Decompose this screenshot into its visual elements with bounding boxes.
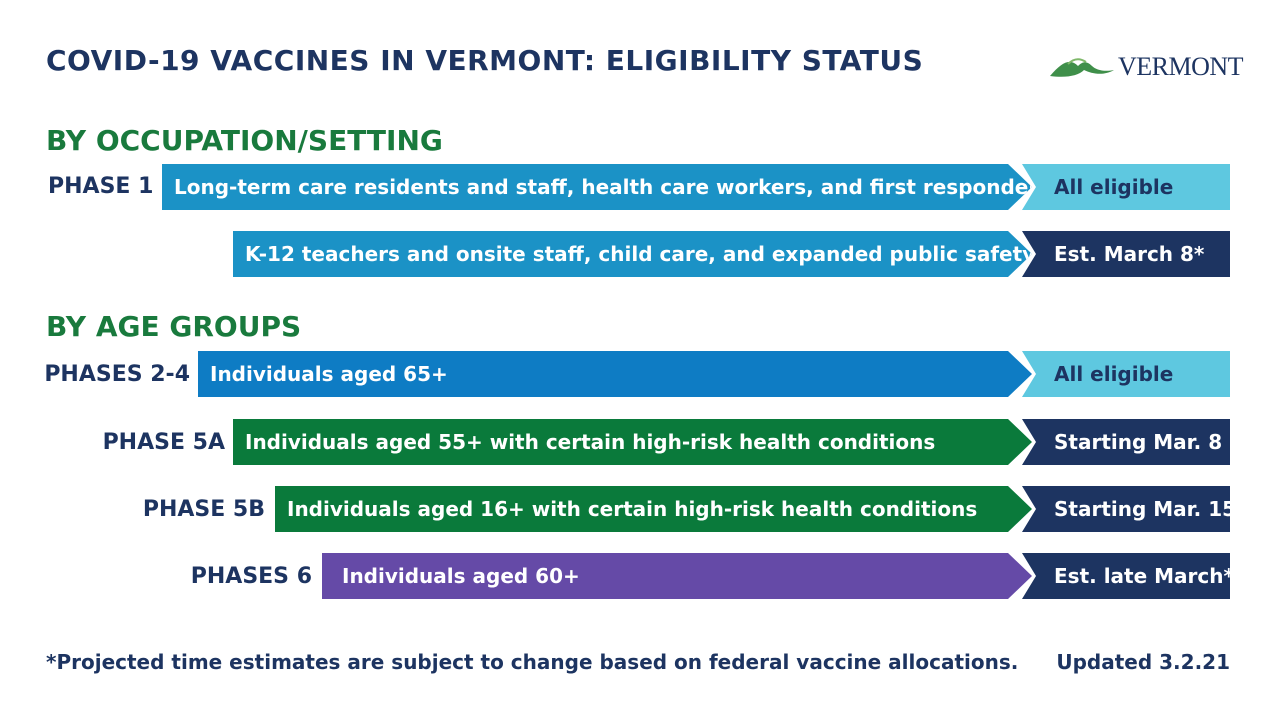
phase-label-5b: PHASE 5B	[142, 497, 265, 522]
phase-bar-4: Individuals aged 55+ with certain high-r…	[233, 419, 1032, 465]
phase-bar-1: Long-term care residents and staff, heal…	[162, 164, 1032, 210]
phase-bar-3: Individuals aged 65+	[198, 351, 1032, 397]
status-badge-5: Starting Mar. 15	[1022, 486, 1230, 532]
mountain-icon	[1050, 58, 1114, 77]
section-heading-occupation: BY OCCUPATION/SETTING	[46, 124, 443, 157]
phase-bar-2: K-12 teachers and onsite staff, child ca…	[233, 231, 1032, 277]
phase-bar-text: K-12 teachers and onsite staff, child ca…	[245, 242, 1036, 266]
vermont-logo: VERMONT	[1048, 50, 1244, 82]
phase-bar-text: Individuals aged 60+	[342, 564, 580, 588]
section-heading-age: BY AGE GROUPS	[46, 310, 302, 343]
phase-bar-5: Individuals aged 16+ with certain high-r…	[275, 486, 1032, 532]
status-badge-3: All eligible	[1022, 351, 1230, 397]
phase-label-5a: PHASE 5A	[102, 430, 225, 455]
phase-bar-text: Individuals aged 16+ with certain high-r…	[287, 497, 978, 521]
page-title: COVID-19 VACCINES IN VERMONT: ELIGIBILIT…	[46, 44, 924, 77]
status-badge-6: Est. late March*	[1022, 553, 1230, 599]
phase-label-1: PHASE 1	[48, 174, 154, 199]
phase-label-2-4: PHASES 2-4	[44, 362, 190, 387]
phase-label-6: PHASES 6	[190, 564, 312, 589]
phase-bar-text: Individuals aged 65+	[210, 362, 448, 386]
phase-bar-text: Individuals aged 55+ with certain high-r…	[245, 430, 936, 454]
status-badge-1: All eligible	[1022, 164, 1230, 210]
logo-text: VERMONT	[1118, 52, 1244, 81]
phase-bar-text: Long-term care residents and staff, heal…	[174, 175, 1051, 199]
updated-date: Updated 3.2.21	[1056, 650, 1230, 674]
status-badge-4: Starting Mar. 8	[1022, 419, 1230, 465]
phase-bar-6: Individuals aged 60+	[322, 553, 1032, 599]
footnote: *Projected time estimates are subject to…	[46, 650, 1019, 674]
status-badge-2: Est. March 8*	[1022, 231, 1230, 277]
